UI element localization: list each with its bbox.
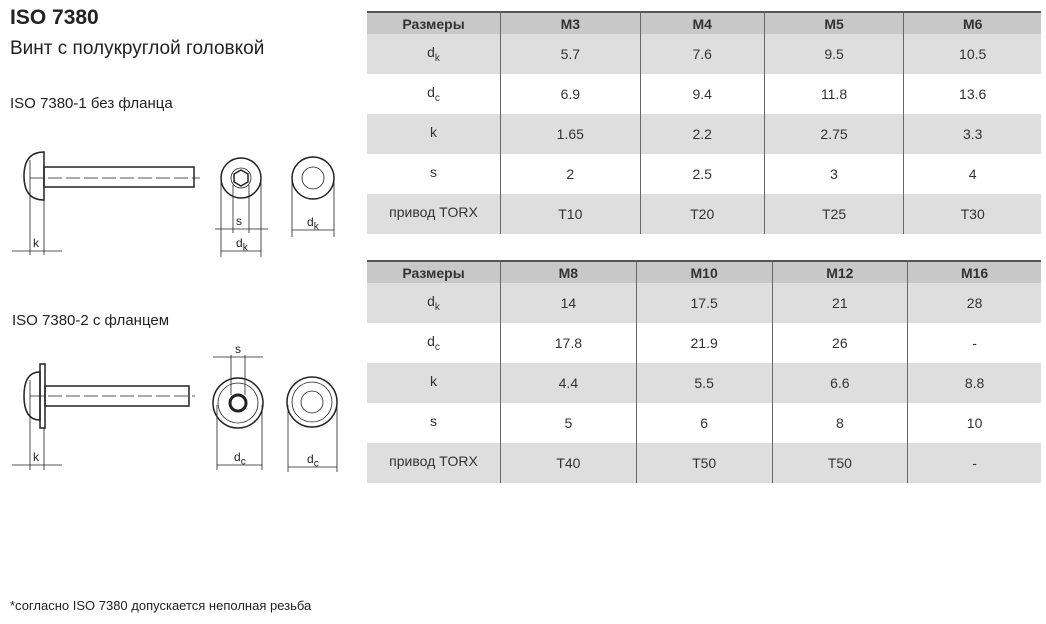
value-cell: 10.5 <box>903 34 1041 74</box>
value-cell: 9.4 <box>639 74 765 114</box>
table-row: dk 5.7 7.6 9.5 10.5 <box>367 34 1041 74</box>
value-cell: 13.6 <box>903 74 1041 114</box>
param-cell: s <box>430 164 437 181</box>
value-cell: 17.8 <box>500 323 637 363</box>
value-cell: 8 <box>771 403 908 443</box>
column-header: Размеры <box>367 11 501 34</box>
param-cell: dc <box>427 333 440 353</box>
table-row: s 5 6 8 10 <box>367 403 1041 443</box>
param-cell: привод TORX <box>367 194 501 234</box>
label-k-flange: k <box>33 450 39 464</box>
value-cell: T50 <box>635 443 772 483</box>
column-header: M4 <box>639 11 765 34</box>
value-cell: 17.5 <box>635 283 772 323</box>
value-cell: 3.3 <box>903 114 1041 154</box>
value-cell: T10 <box>500 194 641 234</box>
variant2-caption: ISO 7380-2 с фланцем <box>12 312 170 329</box>
screw-hex-end-view <box>215 157 268 257</box>
value-cell: 10 <box>907 403 1041 443</box>
value-cell: 2.75 <box>763 114 904 154</box>
screw-side-view-no-flange <box>12 151 200 255</box>
variant1-caption: ISO 7380-1 без фланца <box>10 95 173 112</box>
label-dc: dc <box>234 450 246 468</box>
value-cell: 9.5 <box>763 34 904 74</box>
column-header: M3 <box>500 11 641 34</box>
column-header: Размеры <box>367 260 501 283</box>
screw-flange-torx-view <box>286 376 338 472</box>
column-header: M16 <box>907 260 1041 283</box>
column-header: M6 <box>903 11 1041 34</box>
label-dk-torx: dk <box>307 215 319 233</box>
column-header: M10 <box>635 260 772 283</box>
label-dk: dk <box>236 236 248 254</box>
label-s-flange: s <box>235 342 241 356</box>
label-s: s <box>236 214 242 228</box>
table-row: s 2 2.5 3 4 <box>367 154 1041 194</box>
value-cell: T30 <box>903 194 1041 234</box>
footnote: *согласно ISO 7380 допускается неполная … <box>10 598 312 613</box>
value-cell: 14 <box>500 283 637 323</box>
param-cell: k <box>367 363 501 403</box>
value-cell: 11.8 <box>763 74 904 114</box>
value-cell: 4.4 <box>500 363 637 403</box>
value-cell: 2 <box>500 154 641 194</box>
column-header: M8 <box>500 260 637 283</box>
sizes-table-m8-m16: Размеры M8 M10 M12 M16 dk 14 17.5 21 28 dc 17.8 21.9… <box>367 260 1041 483</box>
value-cell: 6 <box>635 403 772 443</box>
table-row: dc 17.8 21.9 26- <box>367 323 1041 363</box>
param-cell: dk <box>367 283 501 323</box>
value-cell: 7.6 <box>639 34 765 74</box>
value-cell: 6.6 <box>771 363 908 403</box>
param-cell: dc <box>427 84 440 104</box>
label-k: k <box>33 236 39 250</box>
value-cell: 2.2 <box>639 114 765 154</box>
value-cell: 2.5 <box>639 154 765 194</box>
value-cell: T25 <box>763 194 904 234</box>
value-cell: T50 <box>771 443 908 483</box>
page-subtitle: Винт с полукруглой головкой <box>10 38 265 59</box>
value-cell: T20 <box>639 194 765 234</box>
value-cell: - <box>907 443 1041 483</box>
value-cell: 26 <box>771 323 908 363</box>
value-cell: 5 <box>500 403 637 443</box>
value-cell: 3 <box>763 154 904 194</box>
screw-flange-hex-view <box>212 355 264 470</box>
table-row: dc 6.9 9.4 11.8 13.6 <box>367 74 1041 114</box>
param-cell: dk <box>367 34 501 74</box>
value-cell: 21 <box>771 283 908 323</box>
value-cell: 8.8 <box>907 363 1041 403</box>
value-cell: 5.7 <box>500 34 641 74</box>
value-cell: T40 <box>500 443 637 483</box>
value-cell: 1.65 <box>500 114 641 154</box>
table-row: k 1.65 2.2 2.75 3.3 <box>367 114 1041 154</box>
sizes-table-m3-m6: Размеры M3 M4 M5 M6 dk 5.7 7.6 9.5 10.5 dc 6.9 9.4 11… <box>367 11 1041 234</box>
table-row: dk 14 17.5 21 28 <box>367 283 1041 323</box>
header-row: Размеры M3 M4 M5 M6 <box>367 11 1041 34</box>
table-row: k 4.4 5.5 6.6 8.8 <box>367 363 1041 403</box>
screw-side-view-flange <box>12 363 195 470</box>
screw-torx-end-view <box>291 156 335 237</box>
table-row: привод TORX T40 T50 T50- <box>367 443 1041 483</box>
value-cell: 4 <box>903 154 1041 194</box>
value-cell: 21.9 <box>635 323 772 363</box>
header-row: Размеры M8 M10 M12 M16 <box>367 260 1041 283</box>
value-cell: - <box>907 323 1041 363</box>
column-header: M5 <box>763 11 904 34</box>
param-cell: привод TORX <box>367 443 501 483</box>
value-cell: 6.9 <box>500 74 641 114</box>
page-title: ISO 7380 <box>10 6 99 29</box>
label-dc-torx: dc <box>307 452 319 470</box>
column-header: M12 <box>771 260 908 283</box>
param-cell: s <box>430 413 437 430</box>
param-cell: k <box>367 114 501 154</box>
value-cell: 28 <box>907 283 1041 323</box>
screw-drawings <box>12 151 338 472</box>
table-row: привод TORX T10 T20 T25 T30 <box>367 194 1041 234</box>
value-cell: 5.5 <box>635 363 772 403</box>
